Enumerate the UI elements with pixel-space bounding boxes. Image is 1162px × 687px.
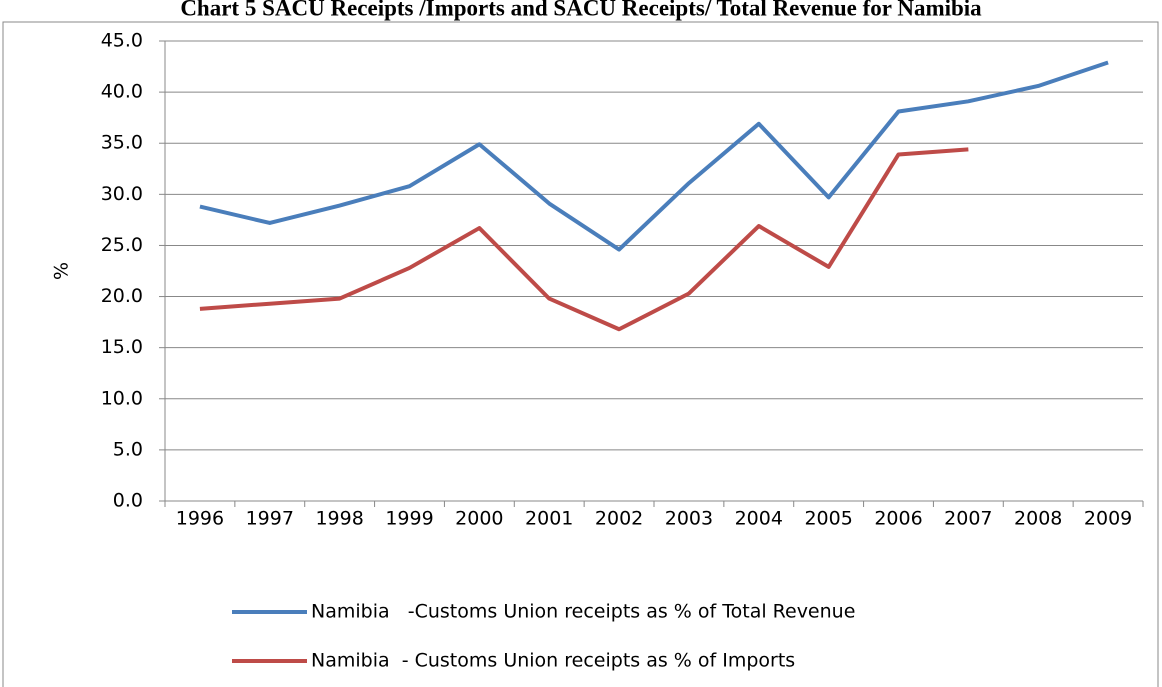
y-tick-label: 35.0 bbox=[101, 132, 143, 154]
x-tick-label: 2001 bbox=[525, 508, 573, 530]
x-tick-label: 2007 bbox=[944, 508, 992, 530]
x-tick-label: 2002 bbox=[595, 508, 643, 530]
series-line bbox=[199, 60, 1109, 252]
y-tick-label: 15.0 bbox=[101, 336, 143, 358]
y-axis-label: % bbox=[51, 262, 73, 280]
legend-label: Namibia - Customs Union receipts as % of… bbox=[311, 650, 795, 672]
x-tick-label: 1997 bbox=[246, 508, 294, 530]
y-tick-label: 0.0 bbox=[113, 490, 143, 512]
y-tick-label: 5.0 bbox=[113, 438, 143, 460]
y-tick-label: 10.0 bbox=[101, 387, 143, 409]
x-tick-label: 1996 bbox=[176, 508, 224, 530]
y-tick-label: 40.0 bbox=[101, 81, 143, 103]
chart-frame bbox=[2, 21, 1159, 687]
x-tick-label: 2005 bbox=[804, 508, 852, 530]
y-tick-label: 45.0 bbox=[101, 30, 143, 52]
x-tick-label: 2004 bbox=[735, 508, 783, 530]
x-tick-label: 1999 bbox=[385, 508, 433, 530]
y-tick-label: 30.0 bbox=[101, 183, 143, 205]
x-tick-label: 1998 bbox=[315, 508, 363, 530]
x-tick-label: 2003 bbox=[665, 508, 713, 530]
x-tick-label: 2000 bbox=[455, 508, 503, 530]
chart-title: Chart 5 SACU Receipts /Imports and SACU … bbox=[180, 0, 982, 20]
x-tick-label: 2006 bbox=[874, 508, 922, 530]
y-tick-label: 25.0 bbox=[101, 234, 143, 256]
y-tick-label: 20.0 bbox=[101, 285, 143, 307]
series-line bbox=[199, 147, 969, 332]
legend-label: Namibia -Customs Union receipts as % of … bbox=[311, 601, 855, 623]
x-tick-label: 2008 bbox=[1014, 508, 1062, 530]
x-tick-label: 2009 bbox=[1084, 508, 1132, 530]
